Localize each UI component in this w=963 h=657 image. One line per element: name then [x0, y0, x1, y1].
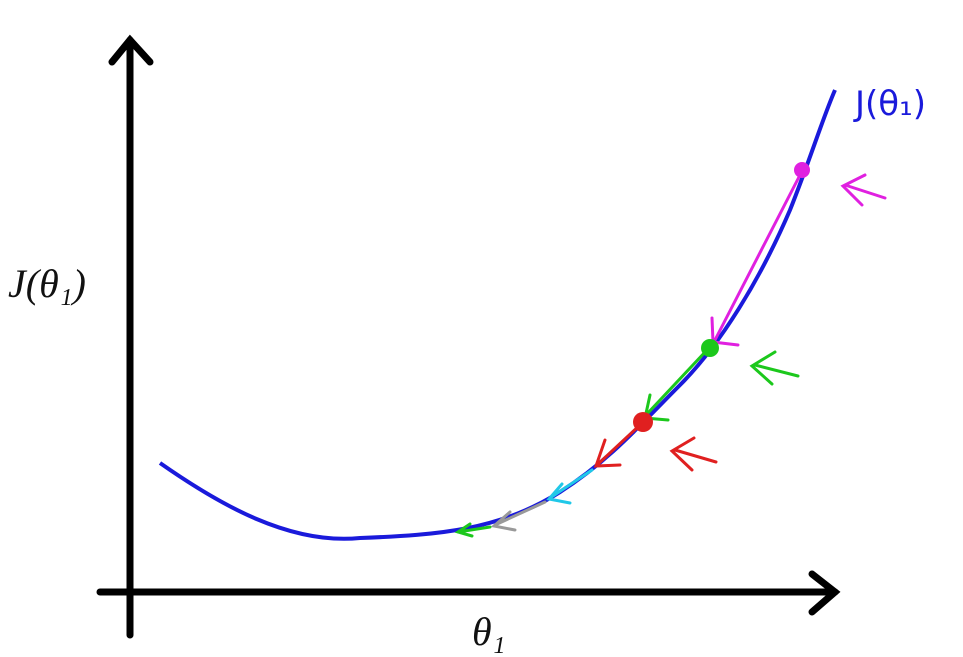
step-arrow [593, 423, 642, 468]
side-arrow [749, 350, 800, 386]
side-arrow [840, 173, 887, 207]
cost-curve [158, 89, 837, 541]
y-axis-arrow [108, 34, 154, 66]
descent-steps [454, 173, 887, 538]
step-arrow [454, 522, 492, 538]
x-axis-arrow [808, 570, 841, 616]
point [794, 162, 810, 178]
side-arrow [669, 436, 718, 472]
step-arrow [710, 173, 802, 347]
point [701, 339, 719, 357]
step-arrow [490, 500, 547, 532]
curve-label: J(θ₁) [853, 84, 926, 124]
x-axis-label: θ₁ [472, 609, 506, 654]
axes [96, 34, 841, 639]
y-axis-label: J(θ₁) [8, 261, 86, 306]
point [633, 412, 653, 432]
step-arrow [546, 468, 594, 505]
